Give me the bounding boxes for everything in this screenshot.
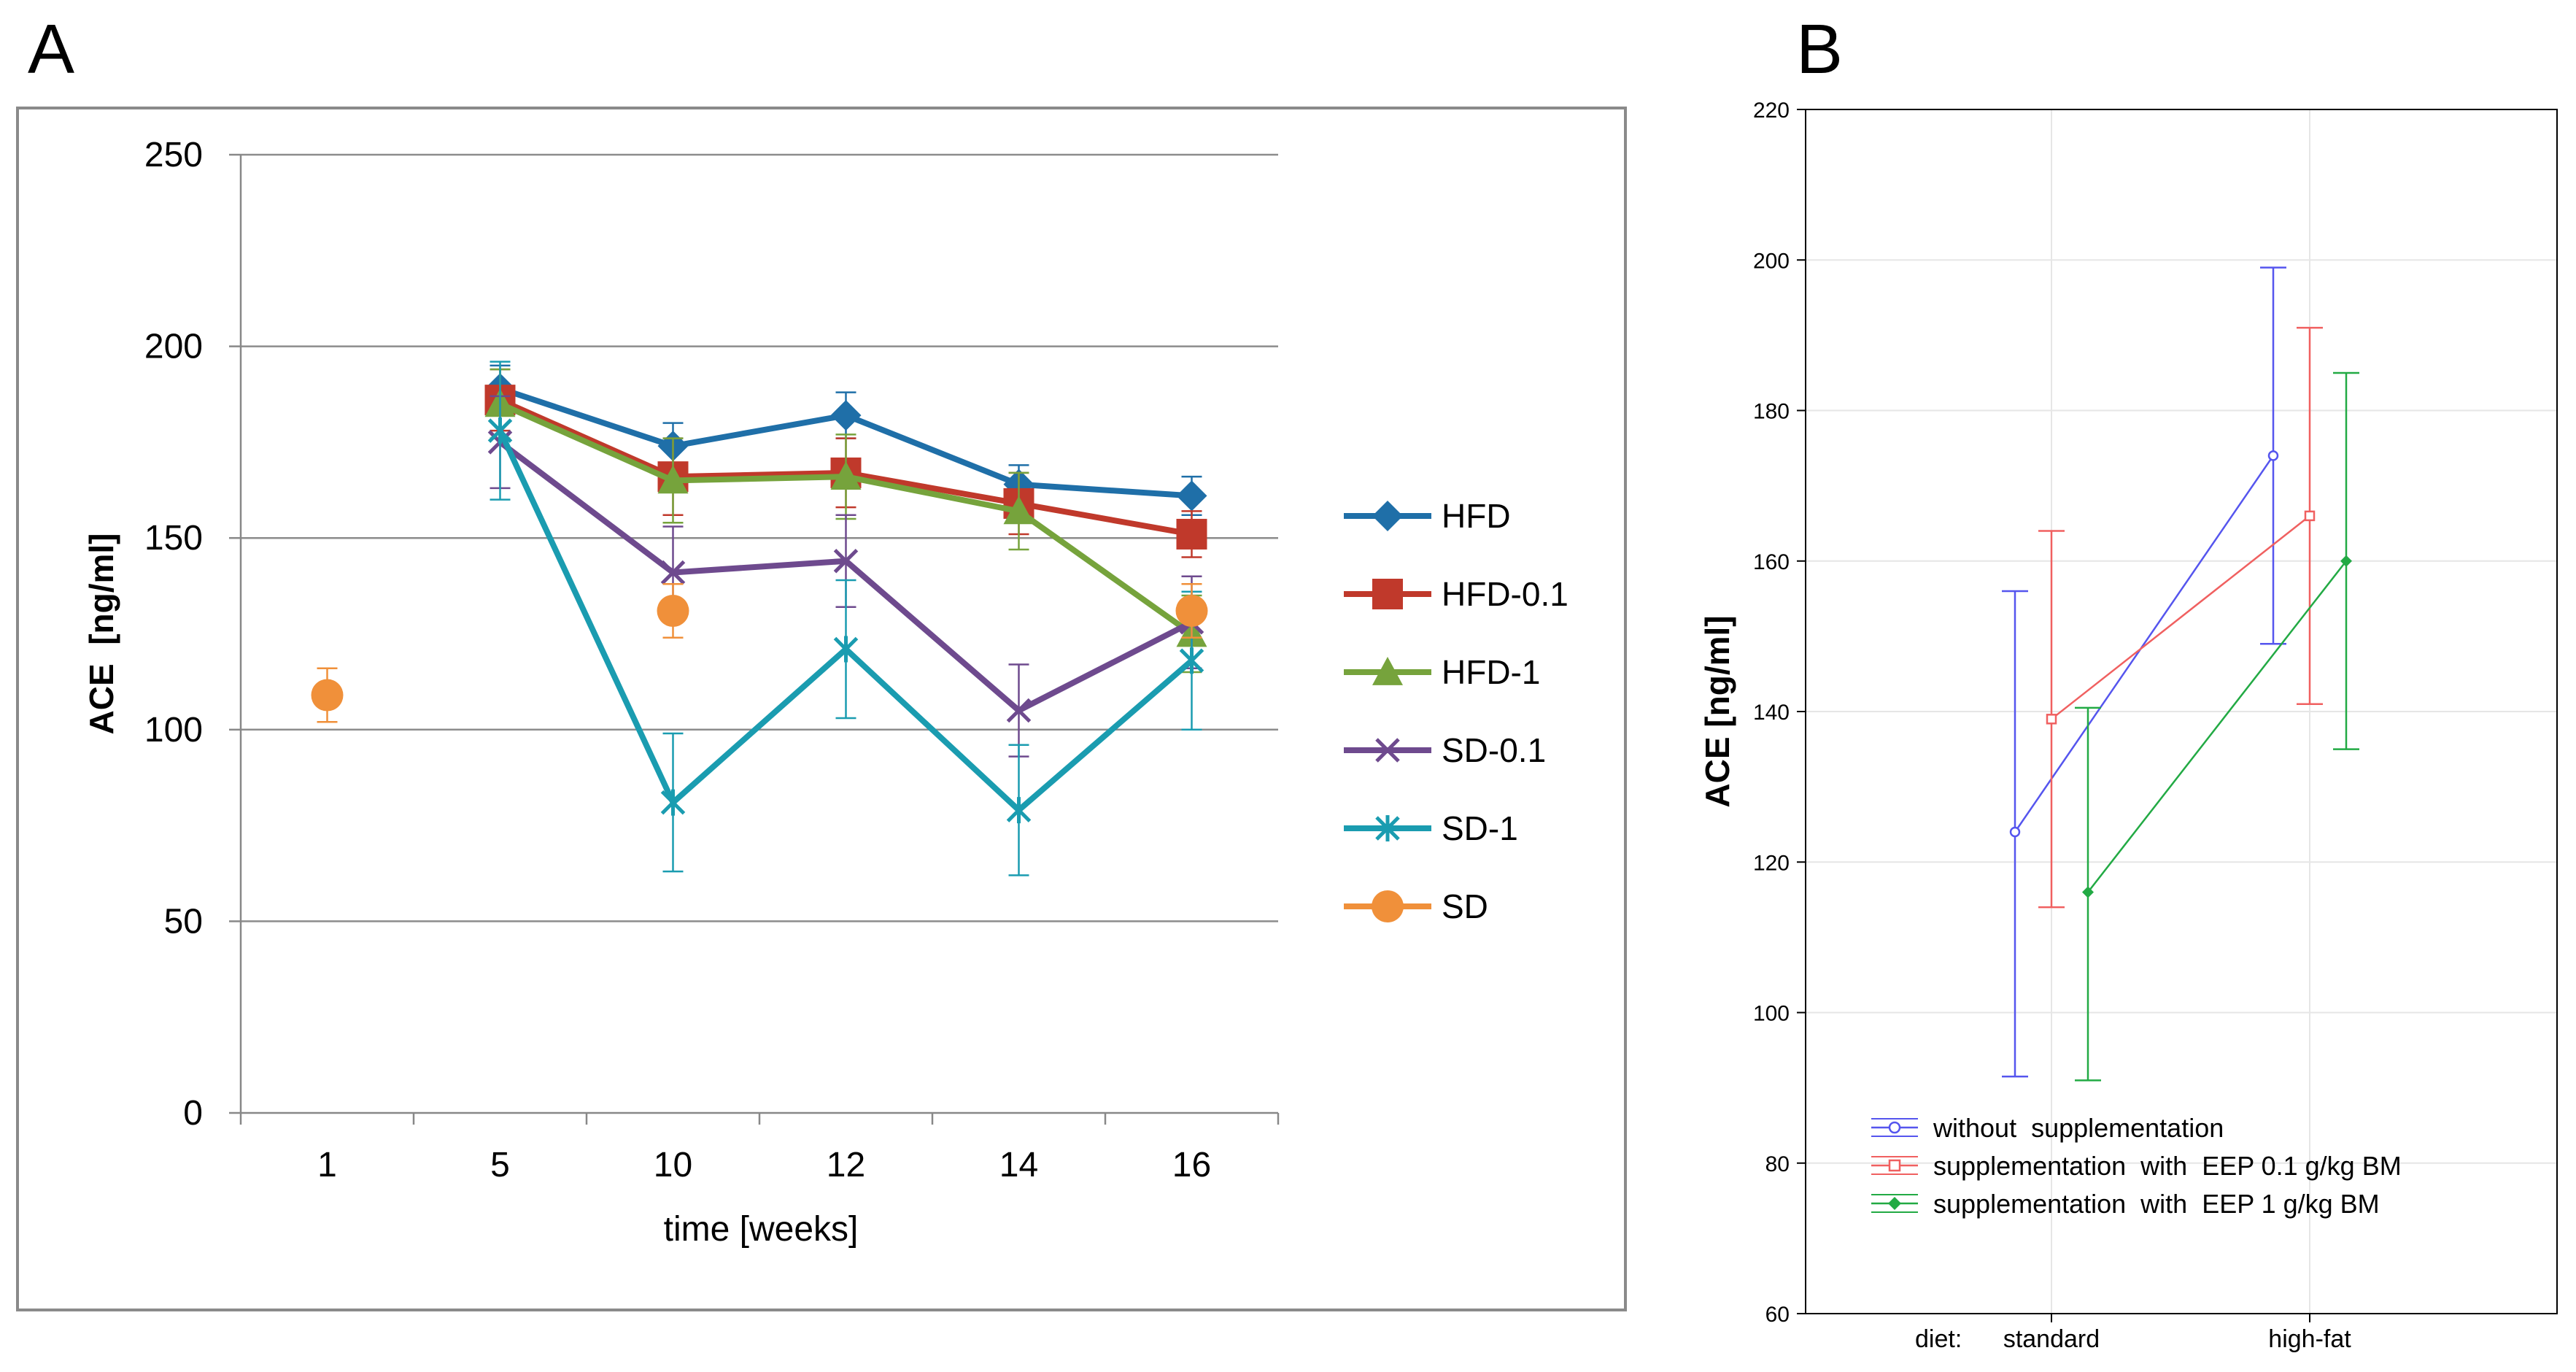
data-point — [1006, 797, 1032, 824]
series-line — [2051, 514, 2310, 720]
y-tick-label-b: 140 — [1753, 701, 1790, 725]
data-point — [660, 560, 686, 585]
legend-marker — [1372, 579, 1403, 609]
x-tick-label-a: 1 — [317, 1146, 337, 1184]
y-tick-label-a: 200 — [144, 328, 203, 366]
series-line — [2014, 455, 2275, 833]
legend-marker — [1888, 1121, 1901, 1134]
legend-item-a: SD-1 — [1344, 809, 1518, 847]
y-tick-label-a: 250 — [144, 136, 203, 174]
data-point — [657, 465, 689, 494]
x-axis-label-a: time [weeks] — [664, 1210, 859, 1249]
data-point — [2046, 714, 2057, 725]
data-point — [1006, 698, 1032, 723]
y-tick-label-b: 120 — [1753, 851, 1790, 875]
y-tick-label-b: 100 — [1753, 1002, 1790, 1026]
legend-marker — [1372, 501, 1403, 531]
legend-marker — [1888, 1197, 1901, 1210]
data-point — [487, 417, 513, 444]
data-point — [1175, 594, 1208, 627]
y-tick-label-b: 220 — [1753, 99, 1790, 123]
panel-a-frame — [16, 107, 1627, 1311]
y-tick-label-b: 60 — [1765, 1303, 1790, 1327]
x-tick-label-b: high-fat — [2268, 1325, 2351, 1353]
data-point — [660, 789, 686, 816]
legend-label-a: SD — [1442, 887, 1488, 925]
x-axis-label-b: diet: — [1915, 1325, 1962, 1353]
legend-item-a: HFD-0.1 — [1344, 575, 1569, 613]
series-line — [2087, 560, 2347, 893]
series-b-2 — [2075, 371, 2359, 1082]
x-tick-label-a: 10 — [654, 1146, 692, 1184]
legend-label-a: HFD — [1442, 497, 1511, 535]
panel-a-letter: A — [28, 10, 74, 88]
legend-item-a: SD — [1344, 887, 1488, 925]
y-tick-label-a: 100 — [144, 711, 203, 749]
data-point — [830, 461, 862, 490]
data-point — [1176, 480, 1207, 512]
data-point — [2304, 510, 2316, 522]
data-point — [657, 594, 689, 627]
x-tick-label-a: 16 — [1172, 1146, 1211, 1184]
legend-item-b: without supplementation — [1871, 1113, 2224, 1143]
data-point — [2082, 886, 2094, 898]
legend-label-b: supplementation with EEP 1 g/kg BM — [1933, 1189, 2380, 1219]
y-tick-label-b: 160 — [1753, 550, 1790, 574]
series-b-0 — [2002, 266, 2286, 1078]
legend-item-a: SD-0.1 — [1344, 731, 1546, 769]
x-tick-label-a: 12 — [827, 1146, 865, 1184]
data-point — [2267, 450, 2279, 461]
data-point — [2009, 826, 2021, 838]
legend-item-a: HFD-1 — [1344, 653, 1540, 691]
y-tick-label-a: 0 — [183, 1094, 203, 1133]
data-point — [1179, 647, 1204, 674]
data-point — [833, 548, 859, 574]
legend-marker — [1372, 657, 1403, 685]
legend-marker — [1888, 1159, 1901, 1172]
y-tick-label-a: 150 — [144, 519, 203, 558]
legend-label-a: HFD-1 — [1442, 653, 1540, 691]
legend-item-b: supplementation with EEP 0.1 g/kg BM — [1871, 1151, 2402, 1181]
panel-b-letter: B — [1796, 10, 1843, 88]
y-tick-label-b: 80 — [1765, 1152, 1790, 1176]
panel-a-chart: 0 50 100 150 200 250 1 5 10 12 14 16 time [weeks] ACE… — [82, 136, 1569, 1249]
legend-label-b: supplementation with EEP 0.1 g/kg BM — [1933, 1151, 2402, 1181]
legend-label-b: without supplementation — [1933, 1113, 2224, 1143]
data-point — [2340, 555, 2352, 567]
y-tick-label-b: 180 — [1753, 400, 1790, 424]
legend-marker — [1375, 815, 1400, 841]
y-tick-label-a: 50 — [164, 902, 203, 941]
plot-border-b — [1805, 109, 2558, 1314]
legend-label-a: SD-0.1 — [1442, 731, 1546, 769]
x-tick-label-a: 5 — [490, 1146, 510, 1184]
series-sd — [311, 582, 1208, 723]
y-tick-label-b: 200 — [1753, 249, 1790, 273]
series-b-1 — [2038, 326, 2323, 909]
data-point — [830, 400, 862, 431]
data-point — [311, 679, 344, 712]
legend-label-a: SD-1 — [1442, 809, 1518, 847]
legend-item-b: supplementation with EEP 1 g/kg BM — [1871, 1189, 2380, 1219]
data-point — [833, 636, 859, 663]
legend-label-a: HFD-0.1 — [1442, 575, 1569, 613]
data-point — [1003, 496, 1034, 525]
legend-item-a: HFD — [1344, 497, 1511, 535]
legend-marker — [1372, 890, 1404, 922]
x-tick-label-b: standard — [2003, 1325, 2100, 1353]
legend-marker — [1375, 738, 1400, 763]
y-axis-label-a: ACE [ng/ml] — [82, 533, 120, 735]
y-axis-label-b: ACE [ng/ml] — [1698, 615, 1736, 807]
panel-b-chart: 60 80 100 120 140 160 180 200 220 diet: standard hi… — [1698, 99, 2558, 1353]
x-tick-label-a: 14 — [999, 1146, 1038, 1184]
data-point — [1176, 518, 1207, 550]
